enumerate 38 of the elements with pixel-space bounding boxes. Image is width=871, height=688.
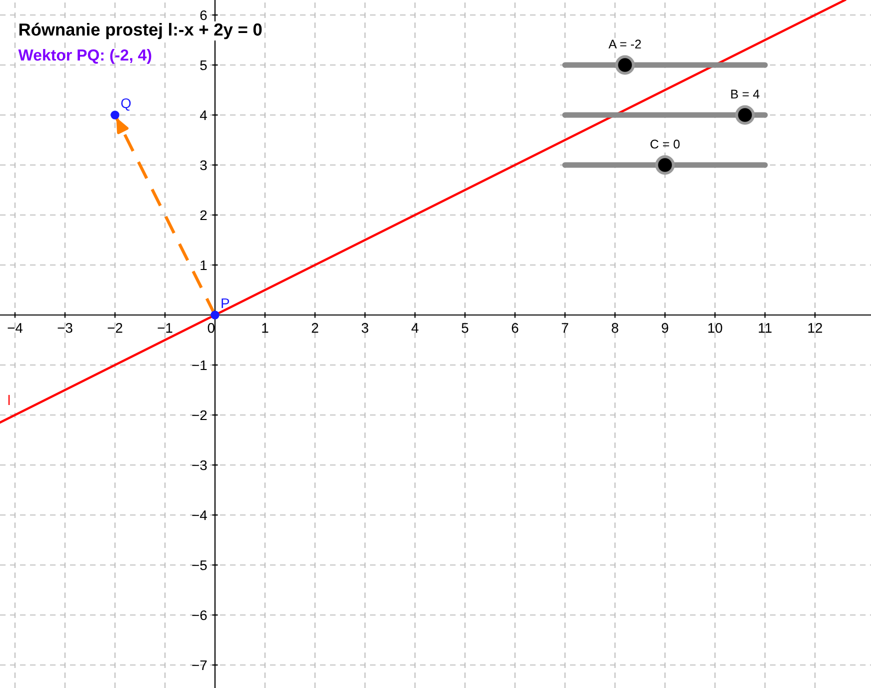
x-tick-label: −3: [58, 323, 72, 333]
x-tick-label: −4: [8, 323, 23, 333]
text: Równanie prostej l:-x + 2y = 0: [19, 22, 262, 40]
x-tick-label: −1: [158, 323, 172, 333]
x-tick-label: 7: [562, 323, 568, 333]
y-tick-label: −4: [192, 510, 207, 520]
x-tick-label: 1: [262, 323, 268, 333]
series-label: l: [8, 394, 10, 405]
x-tick-label: 6: [512, 323, 518, 333]
y-tick-label: −7: [192, 660, 207, 670]
annotation: P: [222, 298, 230, 308]
x-tick-label: 11: [758, 323, 772, 333]
x-tick-label: 3: [362, 323, 368, 333]
y-tick-label: −6: [192, 610, 207, 620]
x-tick-label: 10: [708, 323, 722, 333]
y-tick-label: 3: [200, 160, 207, 170]
y-tick-label: 5: [200, 60, 207, 70]
x-tick-label: 0: [208, 323, 214, 333]
annotation: Q: [121, 98, 131, 111]
y-tick-label: 2: [200, 210, 207, 220]
x-tick-label: 9: [662, 323, 668, 333]
annotation: B = 4: [731, 90, 760, 98]
y-tick-label: −1: [192, 360, 207, 370]
x-tick-label: −2: [108, 323, 122, 333]
annotation: A = -2: [608, 40, 641, 48]
y-tick-label: −3: [192, 460, 207, 470]
x-tick-label: 5: [462, 323, 468, 333]
text: Wektor PQ: (-2, 4): [18, 48, 152, 64]
x-tick-label: 8: [612, 323, 618, 333]
annotation: C = 0: [650, 140, 680, 149]
y-tick-label: 1: [200, 260, 207, 270]
x-tick-label: 12: [808, 323, 822, 333]
x-tick-label: 4: [411, 323, 418, 333]
y-tick-label: −2: [192, 410, 207, 420]
y-tick-label: 4: [200, 110, 207, 120]
x-tick-label: 2: [312, 323, 318, 333]
y-tick-label: −5: [192, 560, 207, 570]
y-tick-label: 6: [200, 10, 207, 20]
